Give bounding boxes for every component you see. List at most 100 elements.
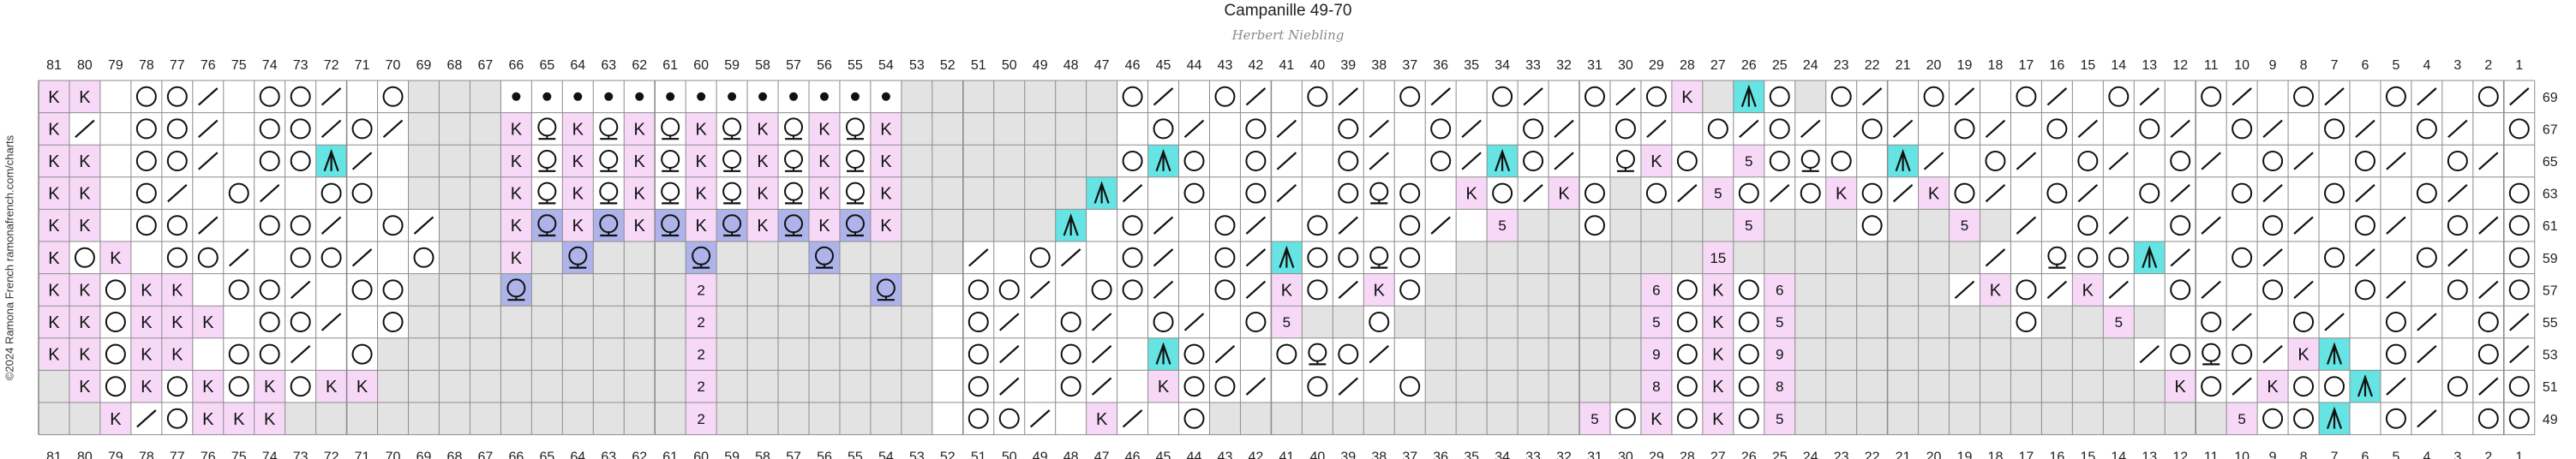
stitch-cell-r69-c16: [2041, 80, 2073, 113]
col-label-top-59: 59: [724, 58, 740, 73]
stitch-cell-r53-c66: [500, 337, 532, 371]
col-label-bottom-26: 26: [1741, 450, 1757, 459]
col-label-top-63: 63: [601, 58, 616, 73]
stitch-cell-r61-c19: 5: [1949, 209, 1980, 241]
stitch-cell-r59-c2: [2472, 241, 2504, 274]
stitch-cell-r53-c55: [839, 337, 871, 371]
stitch-cell-r69-c49: [1024, 80, 1056, 113]
stitch-cell-r65-c13: [2134, 145, 2166, 177]
stitch-cell-r51-c67: [470, 370, 501, 402]
stitch-cell-r65-c27: [1702, 145, 1734, 177]
col-label-bottom-72: 72: [324, 450, 339, 459]
stitch-cell-r63-c67: [470, 176, 501, 210]
stitch-cell-r55-c44: [1178, 306, 1210, 338]
stitch-cell-r63-c36: [1425, 176, 1457, 210]
stitch-cell-r59-c52: [932, 241, 963, 274]
stitch-cell-r59-c45: [1147, 241, 1179, 274]
stitch-cell-r59-c40: [1302, 241, 1333, 274]
svg-text:K: K: [48, 88, 60, 107]
col-label-top-15: 15: [2080, 58, 2095, 73]
stitch-cell-r69-c17: [2010, 80, 2042, 113]
svg-text:K: K: [202, 313, 214, 332]
stitch-cell-r65-c11: [2196, 145, 2227, 177]
svg-text:5: 5: [1776, 314, 1783, 331]
stitch-cell-r63-c60: K: [686, 176, 717, 210]
stitch-cell-r55-c77: K: [161, 306, 193, 338]
svg-text:6: 6: [1776, 282, 1783, 298]
stitch-cell-r51-c36: [1425, 370, 1457, 402]
stitch-cell-r65-c16: [2041, 145, 2073, 177]
stitch-cell-r53-c61: [655, 337, 686, 371]
stitch-cell-r67-c26: [1733, 112, 1764, 146]
stitch-cell-r65-c33: [1518, 145, 1549, 177]
stitch-cell-r67-c75: [223, 112, 255, 146]
stitch-cell-r49-c62: [624, 402, 656, 435]
stitch-cell-r51-c46: [1117, 370, 1148, 402]
stitch-cell-r63-c32: K: [1549, 176, 1579, 210]
stitch-cell-r63-c65: [531, 176, 563, 210]
stitch-cell-r51-c12: K: [2165, 370, 2196, 402]
stitch-cell-r51-c33: [1518, 370, 1549, 402]
col-label-bottom-8: 8: [2300, 450, 2308, 459]
stitch-cell-r69-c38: [1363, 80, 1395, 113]
stitch-cell-r51-c14: [2103, 370, 2135, 402]
svg-text:K: K: [634, 120, 646, 139]
stitch-cell-r65-c63: [593, 145, 625, 177]
svg-text:5: 5: [2115, 314, 2123, 331]
col-label-bottom-15: 15: [2080, 450, 2095, 459]
stitch-cell-r55-c18: [1980, 306, 2011, 338]
svg-text:K: K: [79, 185, 91, 204]
stitch-cell-r51-c17: [2010, 370, 2042, 402]
stitch-cell-r55-c12: [2165, 306, 2196, 338]
stitch-cell-r59-c17: [2010, 241, 2042, 274]
stitch-cell-r63-c70: [377, 176, 409, 210]
stitch-cell-r53-c12: [2165, 337, 2196, 371]
col-label-bottom-33: 33: [1525, 450, 1541, 459]
stitch-cell-r57-c33: [1518, 273, 1549, 307]
stitch-cell-r67-c22: [1856, 112, 1888, 146]
stitch-cell-r69-c62: [624, 80, 656, 113]
stitch-cell-r55-c6: [2350, 306, 2381, 338]
col-label-top-75: 75: [231, 58, 247, 73]
stitch-cell-r59-c19: [1949, 241, 1980, 274]
stitch-cell-r59-c48: [1055, 241, 1087, 274]
stitch-cell-r65-c74: [254, 145, 285, 177]
stitch-cell-r67-c4: [2411, 112, 2442, 146]
stitch-cell-r69-c34: [1487, 80, 1519, 113]
stitch-cell-r69-c42: [1240, 80, 1272, 113]
stitch-cell-r49-c80: [69, 402, 100, 435]
stitch-cell-r55-c10: [2226, 306, 2258, 338]
stitch-cell-r61-c26: 5: [1733, 209, 1764, 241]
row-label-63: 63: [2543, 188, 2558, 202]
stitch-cell-r59-c57: [778, 241, 809, 274]
stitch-cell-r53-c72: [315, 337, 347, 371]
stitch-cell-r57-c27: K: [1702, 273, 1734, 307]
stitch-cell-r67-c70: [377, 112, 409, 146]
stitch-cell-r61-c8: [2288, 209, 2320, 241]
stitch-cell-r57-c39: [1333, 273, 1364, 307]
col-label-bottom-37: 37: [1402, 450, 1417, 459]
stitch-cell-r55-c80: K: [69, 306, 100, 338]
stitch-cell-r65-c32: [1549, 145, 1579, 177]
stitch-cell-r49-c25: 5: [1764, 402, 1795, 435]
stitch-cell-r63-c18: [1980, 176, 2011, 210]
stitch-cell-r59-c31: [1579, 241, 1610, 274]
stitch-cell-r51-c70: [377, 370, 409, 402]
stitch-cell-r61-c28: [1671, 209, 1703, 241]
stitch-cell-r59-c60: [686, 241, 717, 274]
stitch-cell-r69-c11: [2196, 80, 2227, 113]
stitch-cell-r61-c38: [1363, 209, 1395, 241]
stitch-cell-r63-c33: [1518, 176, 1549, 210]
stitch-cell-r53-c21: [1887, 337, 1919, 371]
stitch-cell-r49-c56: [809, 402, 840, 435]
stitch-cell-r65-c46: [1117, 145, 1148, 177]
svg-text:K: K: [48, 185, 60, 204]
stitch-cell-r61-c68: [439, 209, 470, 241]
stitch-cell-r59-c71: [346, 241, 378, 274]
stitch-cell-r55-c14: 5: [2103, 306, 2135, 338]
stitch-cell-r51-c8: [2288, 370, 2320, 402]
stitch-cell-r53-c31: [1579, 337, 1610, 371]
stitch-cell-r61-c2: [2472, 209, 2504, 241]
stitch-cell-r51-c52: [932, 370, 963, 402]
stitch-cell-r67-c71: [346, 112, 378, 146]
